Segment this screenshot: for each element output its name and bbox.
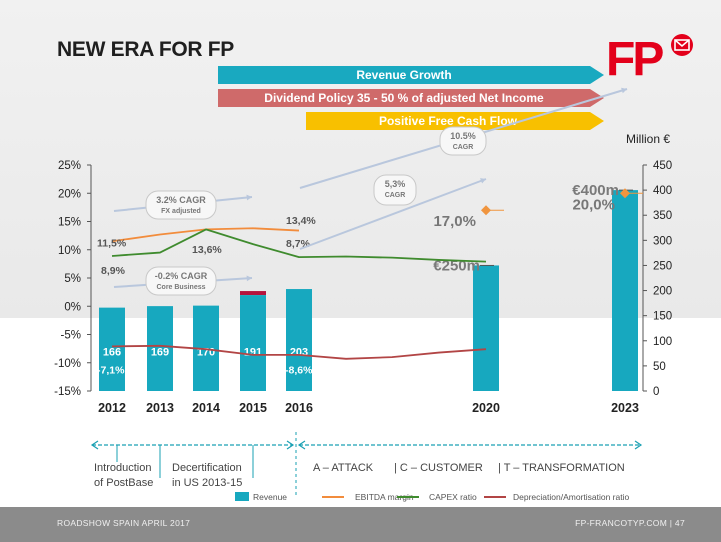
ebitda-2012-label: 11,5%: [97, 237, 127, 249]
depreciation-ratio-line: [111, 344, 487, 360]
left-tick-label: 20%: [58, 188, 81, 200]
ebitda-2016-label: 13,4%: [286, 215, 316, 227]
cagr-bubble-1: [145, 190, 217, 220]
revenue-growth-banner: Revenue Growth: [218, 66, 604, 84]
cagr-arrow-1-head: [246, 194, 252, 201]
revenue-bar-2012: [99, 307, 125, 391]
revenue-bar-2020: [473, 265, 499, 391]
right-tick-label: 300: [653, 235, 672, 247]
strategy-transformation: | T – TRANSFORMATION: [498, 462, 625, 474]
capex-ratio-line: [111, 228, 487, 263]
left-tick-label: 5%: [64, 273, 81, 285]
cagr-bubble-line2: CAGR: [385, 192, 406, 199]
cagr-arrow-4-head: [621, 87, 627, 94]
cagr-arrow-3-head: [480, 178, 486, 184]
cagr-arrow-2-head: [246, 275, 252, 282]
left-tick-label: 25%: [58, 160, 81, 172]
revenue-bar-2015-top-segment: [240, 291, 266, 296]
legend-revenue-label: Revenue: [253, 492, 287, 502]
depr-2012-label: -7,1%: [97, 364, 125, 376]
revenue-value-label: 191: [244, 346, 262, 358]
slide-background: [0, 0, 721, 318]
timeline-arrowhead: [286, 440, 295, 450]
ebitda-target-label-2020: 17,0%: [433, 213, 476, 230]
right-tick-label: 50: [653, 361, 666, 373]
fp-logo: FP: [606, 33, 693, 82]
footer-event: ROADSHOW SPAIN APRIL 2017: [57, 518, 191, 528]
revenue-bar-2015: [240, 295, 266, 391]
x-tick-label: 2020: [472, 401, 500, 415]
cagr-bubble-line1: -0.2% CAGR: [155, 271, 208, 281]
left-tick-label: -15%: [54, 386, 81, 398]
cagr-bubble-line1: 5,3%: [385, 179, 406, 189]
cagr-bubble-line2: CAGR: [453, 144, 474, 151]
depr-2016-label: -8,6%: [285, 364, 313, 376]
revenue-value-label: €400m: [572, 182, 619, 199]
fp-logo-text: FP: [606, 33, 663, 82]
right-tick-label: 400: [653, 185, 672, 197]
cagr-bubble-line2: Core Business: [156, 284, 205, 291]
right-tick-label: 150: [653, 311, 672, 323]
legend-capex-label: CAPEX ratio: [429, 492, 477, 502]
timeline-introduction-line2: of PostBase: [94, 477, 153, 489]
right-tick-label: 0: [653, 386, 659, 398]
footer-site: FP-FRANCOTYP.COM | 47: [575, 518, 685, 528]
x-tick-label: 2014: [192, 401, 220, 415]
capex-2016-label: 8,7%: [286, 238, 311, 250]
strategy-attack: A – ATTACK: [313, 462, 374, 474]
right-tick-label: 350: [653, 210, 672, 222]
left-tick-label: -5%: [61, 330, 81, 342]
dividend-policy-banner: Dividend Policy 35 - 50 % of adjusted Ne…: [218, 89, 604, 107]
left-tick-label: -10%: [54, 358, 81, 370]
left-tick-label: 15%: [58, 217, 81, 229]
x-tick-label: 2012: [98, 401, 126, 415]
right-tick-label: 100: [653, 336, 672, 348]
x-tick-label: 2016: [285, 401, 313, 415]
x-tick-label: 2013: [146, 401, 174, 415]
free-cash-flow-banner: Positive Free Cash Flow: [306, 112, 604, 130]
timeline-decert-line1: Decertification: [172, 462, 242, 474]
right-tick-label: 200: [653, 286, 672, 298]
timeline-decert-line2: in US 2013-15: [172, 477, 242, 489]
revenue-bar-2023: [612, 190, 638, 391]
capex-2012-label: 8,9%: [101, 265, 126, 277]
revenue-bar-2016: [286, 289, 312, 391]
revenue-bar-2013: [147, 306, 173, 391]
timeline-introduction-line1: Introduction: [94, 462, 151, 474]
cagr-bubble-line1: 3.2% CAGR: [156, 195, 206, 205]
legend-revenue-swatch: [235, 492, 249, 501]
revenue-value-label: 203: [290, 346, 308, 358]
ebitda-target-label-2023: 20,0%: [572, 196, 615, 213]
x-tick-label: 2023: [611, 401, 639, 415]
strategy-customer: | C – CUSTOMER: [394, 462, 483, 474]
legend-depreciation-label: Depreciation/Amortisation ratio: [513, 492, 629, 502]
left-tick-label: 0%: [64, 301, 81, 313]
cagr-arrow-3: [299, 178, 487, 250]
cagr-bubble-3: [373, 174, 417, 206]
cagr-bubble-line2: FX adjusted: [161, 208, 201, 215]
revenue-value-label: 166: [103, 346, 121, 358]
right-tick-label: 250: [653, 260, 672, 272]
slide-title: NEW ERA FOR FP: [57, 38, 235, 61]
cagr-bubble-2: [145, 266, 217, 296]
footer-bar: ROADSHOW SPAIN APRIL 2017 FP-FRANCOTYP.C…: [0, 507, 721, 542]
capex-2014-label: 13,6%: [192, 244, 222, 256]
timeline-arrowhead: [634, 440, 643, 450]
legend-ebitda-label: EBITDA margin: [355, 492, 414, 502]
timeline-arrowhead: [90, 440, 99, 450]
right-tick-label: 450: [653, 160, 672, 172]
timeline-arrowhead: [297, 440, 306, 450]
left-tick-label: 10%: [58, 245, 81, 257]
revenue-value-label: 169: [151, 346, 169, 358]
cagr-bubble-line1: 10.5%: [450, 131, 476, 141]
x-tick-label: 2015: [239, 401, 267, 415]
cagr-bubble-4: [439, 126, 487, 156]
unit-label: Million €: [626, 132, 671, 146]
